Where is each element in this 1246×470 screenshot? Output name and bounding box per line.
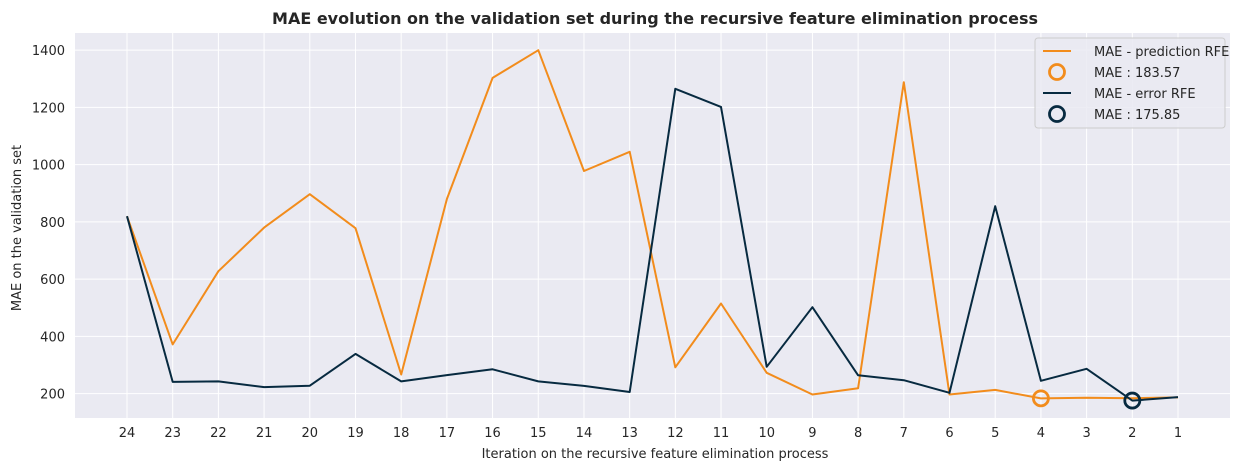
y-tick-label: 400 [40, 330, 65, 345]
x-tick-label: 8 [854, 426, 862, 441]
marker-layer [1032, 389, 1142, 410]
x-tick-label: 2 [1128, 426, 1136, 441]
x-tick-label: 7 [900, 426, 908, 441]
x-tick-label: 1 [1174, 426, 1182, 441]
x-tick-label: 23 [164, 426, 181, 441]
legend-entry-label: MAE - error RFE [1094, 87, 1196, 102]
y-axis-ticks: 200 400 600 800 1000 1200 1400 [32, 44, 65, 402]
x-tick-label: 4 [1037, 426, 1045, 441]
x-tick-label: 13 [621, 426, 638, 441]
legend-swatch-marker [1048, 63, 1066, 81]
x-tick-label: 16 [484, 426, 501, 441]
y-tick-label: 1200 [32, 101, 65, 116]
y-tick-label: 1000 [32, 159, 65, 174]
legend-entry-label: MAE : 175.85 [1094, 108, 1180, 123]
x-axis-label: Iteration on the recursive feature elimi… [482, 447, 829, 462]
x-tick-label: 14 [576, 426, 593, 441]
x-tick-label: 11 [713, 426, 730, 441]
x-tick-label: 5 [991, 426, 999, 441]
legend-swatch-marker [1048, 105, 1066, 123]
legend-entry-label: MAE : 183.57 [1094, 66, 1180, 81]
legend: MAE - prediction RFE MAE : 183.57 MAE - er… [1034, 37, 1229, 129]
legend-entry-label: MAE - prediction RFE [1094, 45, 1229, 60]
legend-box [1034, 37, 1226, 129]
x-tick-label: 3 [1082, 426, 1090, 441]
x-axis-ticks: 24 23 22 21 20 19 18 17 16 15 14 13 12 11 10 9 8 7 6 5 4 3 2 1 [119, 426, 1182, 441]
min-marker-1 [1032, 389, 1050, 408]
x-tick-label: 12 [667, 426, 684, 441]
y-tick-label: 600 [40, 273, 65, 288]
x-tick-label: 10 [758, 426, 775, 441]
y-axis-label: MAE on the validation set [10, 145, 25, 311]
x-tick-label: 17 [439, 426, 456, 441]
x-tick-label: 22 [210, 426, 227, 441]
series-line-2 [126, 87, 1179, 402]
series-line-1 [126, 49, 1179, 400]
x-tick-label: 15 [530, 426, 547, 441]
series-layer [126, 49, 1179, 402]
y-tick-label: 1400 [32, 44, 65, 59]
y-tick-label: 800 [40, 216, 65, 231]
x-tick-label: 6 [945, 426, 953, 441]
x-tick-label: 9 [808, 426, 816, 441]
chart-title: MAE evolution on the validation set duri… [272, 9, 1038, 28]
x-tick-label: 19 [347, 426, 364, 441]
min-marker-2 [1123, 391, 1142, 410]
y-tick-label: 200 [40, 388, 65, 403]
x-tick-label: 20 [302, 426, 319, 441]
grid-lines [75, 33, 1230, 418]
x-tick-label: 24 [119, 426, 136, 441]
x-tick-label: 21 [256, 426, 273, 441]
x-tick-label: 18 [393, 426, 410, 441]
